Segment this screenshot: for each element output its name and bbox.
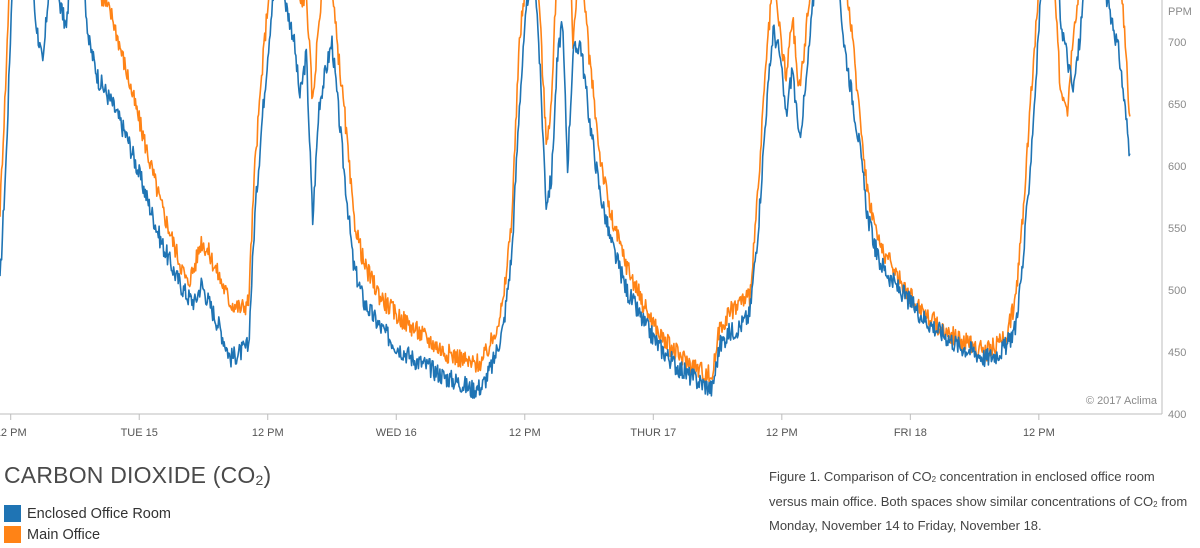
x-tick-label: 12 PM: [252, 427, 284, 439]
copyright-annotation: © 2017 Aclima: [1086, 395, 1158, 407]
series-lines: [0, 0, 1131, 399]
co2-line-chart: PPM 1,0009509008508007507006506005505004…: [0, 0, 1192, 439]
legend-swatch-main: [4, 526, 21, 543]
y-tick-label: 550: [1168, 223, 1186, 235]
y-tick-label: 500: [1168, 285, 1186, 297]
y-tick-label: 400: [1168, 409, 1186, 421]
x-tick-label: WED 16: [376, 427, 417, 439]
series-line-main-office: [0, 0, 1131, 383]
y-tick-label: 700: [1168, 37, 1186, 49]
series-line-enclosed-office: [0, 0, 1131, 399]
caption-part1: Figure 1. Comparison of CO: [769, 469, 932, 484]
x-tick-label: 12 PM: [509, 427, 541, 439]
x-ticks: 12 PM TUE 15 12 PM WED 16 12 PM THUR 17 12 PM F…: [0, 414, 1055, 439]
legend-swatch-enclosed: [4, 505, 21, 522]
x-tick-label: 12 PM: [1023, 427, 1055, 439]
x-tick-label: TUE 15: [121, 427, 158, 439]
x-tick-label: THUR 17: [630, 427, 676, 439]
figure-caption: Figure 1. Comparison of CO2 concentratio…: [769, 466, 1194, 537]
caption-sub2: 2: [1153, 499, 1158, 509]
legend-item-main: Main Office: [4, 524, 171, 545]
caption-part2: concentration in enclosed office room ve…: [769, 469, 1155, 509]
y-ticks: 1,00095090085080075070065060055050045040…: [1168, 37, 1186, 421]
x-tick-label: FRI 18: [894, 427, 927, 439]
chart-title-text: CARBON DIOXIDE (CO: [4, 462, 256, 488]
chart-title-end: ): [263, 462, 272, 488]
legend-label-enclosed: Enclosed Office Room: [27, 505, 171, 522]
x-tick-label: 12 PM: [0, 427, 27, 439]
y-tick-label: 650: [1168, 99, 1186, 111]
legend: Enclosed Office Room Main Office: [4, 503, 171, 545]
x-tick-label: 12 PM: [766, 427, 798, 439]
caption-part3: from Monday, November 14 to Friday, Nove…: [769, 493, 1188, 534]
legend-item-enclosed: Enclosed Office Room: [4, 503, 171, 524]
y-tick-label: 450: [1168, 347, 1186, 359]
legend-label-main: Main Office: [27, 526, 101, 543]
y-tick-label: 600: [1168, 161, 1186, 173]
y-axis-title: PPM: [1168, 6, 1192, 18]
chart-title: CARBON DIOXIDE (CO2): [4, 462, 271, 489]
caption-sub1: 2: [931, 475, 937, 484]
chart-title-subscript: 2: [255, 472, 264, 488]
